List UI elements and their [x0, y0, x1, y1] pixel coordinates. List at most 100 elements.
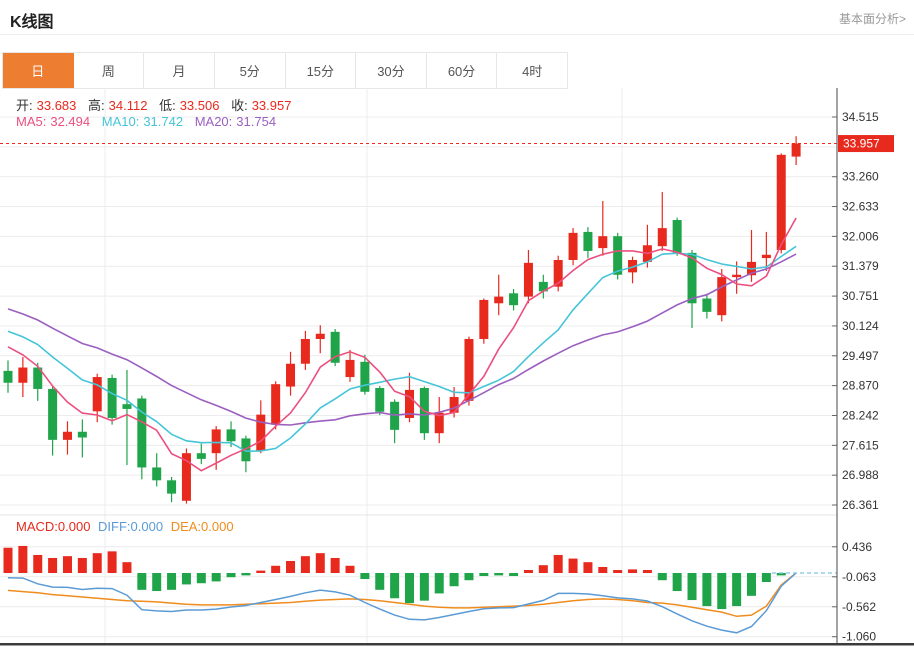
candle-body [77, 431, 87, 438]
fundamental-analysis-link[interactable]: 基本面分析> [838, 12, 906, 26]
current-price-badge: 33.957 [838, 135, 894, 153]
candle-body [464, 338, 474, 401]
candle-body [523, 262, 533, 297]
macd-bar [419, 573, 429, 601]
svg-text:33.957: 33.957 [843, 137, 880, 151]
timeframe-tabbar: 日周月 5分 15分 30分 60分 4时 [2, 52, 568, 89]
macd-bar [241, 573, 251, 576]
macd-bar [568, 558, 578, 573]
tab-5分[interactable]: 5分 [214, 53, 286, 88]
chart-bottom-border [0, 643, 914, 646]
macd-bar [167, 573, 177, 590]
axis-label: 32.006 [842, 229, 879, 243]
tab-15分[interactable]: 15分 [285, 53, 357, 88]
axis-label: 33.260 [842, 170, 879, 184]
candle-body [300, 338, 310, 364]
candle-body [657, 228, 667, 247]
candle-body [315, 333, 325, 339]
price-axis: 34.515 33.260 32.633 32.006 31.379 30.751 30.1… [832, 88, 879, 644]
candle-body [568, 232, 578, 260]
tab-30分[interactable]: 30分 [356, 53, 427, 88]
macd-bar [48, 557, 58, 573]
macd-bar [211, 573, 221, 582]
macd-bar [687, 573, 697, 601]
tab-4时[interactable]: 4时 [497, 53, 567, 88]
macd-bar [390, 573, 400, 599]
macd-bar [3, 547, 13, 573]
macd-bar [449, 573, 459, 587]
axis-label: 28.870 [842, 379, 879, 393]
macd-bar [613, 569, 623, 573]
macd-bar [33, 554, 43, 573]
header-divider [0, 34, 914, 35]
tab-日[interactable]: 日 [3, 53, 74, 88]
candle-body [404, 389, 414, 418]
ma20-line [7, 253, 797, 426]
candle-body [18, 367, 28, 383]
macd-bar [300, 556, 310, 573]
tab-月[interactable]: 月 [144, 53, 215, 88]
macd-bar [598, 566, 608, 573]
macd-bar [583, 562, 593, 573]
candle-body [553, 259, 563, 287]
macd-bar [776, 573, 786, 576]
kline-chart[interactable]: 34.515 33.260 32.633 32.006 31.379 30.751 30.1… [0, 88, 914, 650]
axis-label: 31.379 [842, 259, 879, 273]
candle-body [717, 277, 727, 316]
macd-bar [122, 562, 132, 573]
axis-label: 27.615 [842, 438, 879, 452]
candle-body [687, 252, 697, 304]
macd-bar [628, 569, 638, 573]
candle-body [226, 429, 236, 442]
axis-label: 26.988 [842, 468, 879, 482]
macd-bar [672, 573, 682, 592]
candle-body [181, 453, 191, 501]
dea-line [7, 572, 797, 618]
macd-bar [330, 557, 340, 573]
macd-histogram [3, 545, 786, 610]
candle-body [375, 387, 385, 412]
candle-body [256, 414, 266, 451]
macd-bar [479, 573, 489, 577]
candle-body [241, 438, 251, 462]
tab-周[interactable]: 周 [73, 53, 145, 88]
macd-bar [747, 573, 756, 596]
macd-bar [494, 573, 504, 576]
macd-bar [434, 573, 444, 594]
macd-bar [375, 573, 385, 590]
axis-label: 0.436 [842, 540, 872, 554]
macd-bar [107, 551, 117, 573]
macd-bar [642, 569, 652, 573]
diff-line [7, 572, 797, 634]
axis-label: 26.361 [842, 498, 879, 512]
macd-bar [271, 565, 281, 573]
candle-body [509, 293, 519, 306]
candle-body [196, 453, 206, 459]
candle-body [702, 298, 712, 312]
candle-body [152, 467, 162, 481]
macd-bar [315, 553, 325, 573]
candle-body [286, 363, 296, 387]
candle-body [107, 377, 117, 418]
ma5-line [7, 217, 797, 472]
candle-body [122, 404, 132, 409]
macd-bar [345, 565, 355, 573]
candle-body [330, 331, 340, 363]
tab-60分[interactable]: 60分 [426, 53, 498, 88]
candle-body [494, 296, 504, 304]
candle-body [211, 429, 221, 454]
macd-bar [62, 556, 72, 573]
ma10-line [7, 245, 797, 453]
candle-body [345, 359, 355, 378]
candle-body [167, 480, 177, 494]
macd-bar [196, 573, 206, 584]
candle-body [271, 384, 281, 425]
candle-body [761, 254, 771, 259]
macd-bar [702, 573, 712, 607]
macd-bar [152, 573, 162, 592]
candlestick-series [3, 136, 801, 504]
candle-body [583, 231, 593, 251]
candle-body [92, 377, 102, 412]
candle-body [33, 367, 43, 389]
